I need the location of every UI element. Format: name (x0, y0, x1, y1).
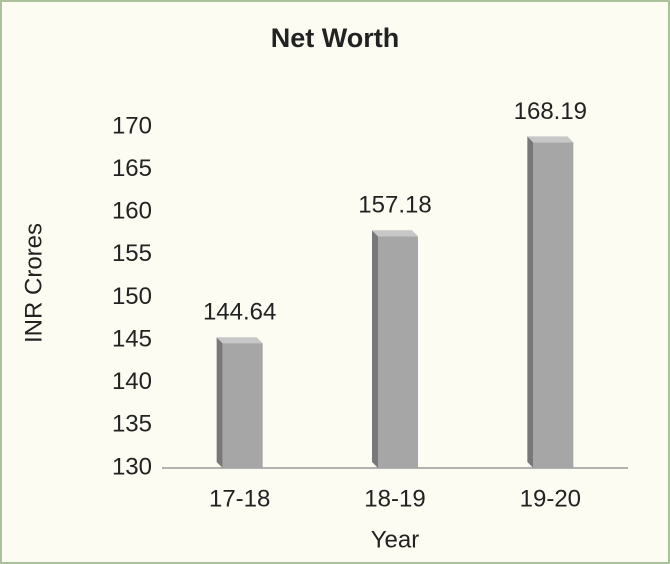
y-tick-label: 165 (112, 155, 152, 182)
x-axis-label: Year (371, 526, 420, 553)
bar-top (527, 136, 574, 143)
x-tick-label: 18-19 (364, 485, 425, 512)
y-tick-label: 150 (112, 283, 152, 310)
bar-top (372, 230, 418, 237)
chart-title: Net Worth (271, 23, 400, 53)
bar-side (372, 230, 378, 468)
x-tick-label: 19-20 (520, 485, 581, 512)
bar-top (216, 337, 263, 344)
y-tick-label: 140 (112, 368, 152, 395)
y-tick-label: 130 (112, 453, 152, 480)
data-label: 144.64 (203, 299, 276, 326)
bar (378, 236, 418, 468)
y-tick-label: 155 (112, 240, 152, 267)
data-label: 157.18 (358, 192, 431, 219)
x-tick-label: 17-18 (209, 485, 270, 512)
data-label: 168.19 (514, 98, 587, 125)
y-tick-label: 170 (112, 112, 152, 139)
y-tick-label: 160 (112, 198, 152, 225)
y-axis-label: INR Crores (20, 223, 47, 343)
bar (222, 343, 263, 468)
y-tick-label: 145 (112, 325, 152, 352)
bar (533, 142, 574, 469)
bar-side (527, 136, 534, 469)
y-tick-label: 135 (112, 411, 152, 438)
bar-side (216, 337, 223, 468)
